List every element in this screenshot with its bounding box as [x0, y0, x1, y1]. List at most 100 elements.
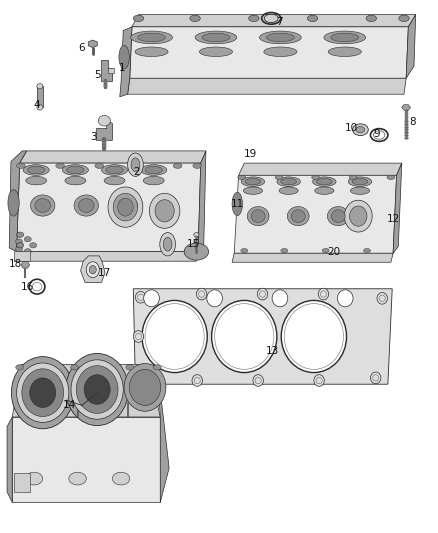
Polygon shape — [198, 151, 206, 252]
Ellipse shape — [30, 378, 56, 408]
Ellipse shape — [138, 33, 166, 42]
Ellipse shape — [328, 47, 361, 56]
Ellipse shape — [11, 357, 74, 429]
Polygon shape — [130, 27, 408, 78]
Ellipse shape — [113, 472, 130, 485]
Ellipse shape — [322, 248, 329, 253]
Ellipse shape — [108, 187, 143, 227]
Ellipse shape — [247, 207, 269, 225]
Ellipse shape — [17, 163, 25, 168]
Ellipse shape — [62, 165, 88, 175]
Ellipse shape — [315, 187, 334, 195]
Ellipse shape — [133, 330, 144, 342]
Ellipse shape — [35, 199, 50, 213]
Ellipse shape — [17, 363, 69, 422]
Ellipse shape — [356, 126, 365, 133]
Ellipse shape — [8, 190, 19, 216]
Ellipse shape — [149, 193, 180, 228]
Text: 14: 14 — [63, 400, 76, 410]
Ellipse shape — [37, 84, 43, 89]
Ellipse shape — [66, 353, 128, 425]
Ellipse shape — [277, 177, 300, 187]
Polygon shape — [14, 252, 198, 261]
Ellipse shape — [98, 115, 110, 126]
Polygon shape — [157, 365, 169, 503]
Ellipse shape — [24, 249, 31, 254]
Ellipse shape — [244, 187, 262, 195]
Ellipse shape — [349, 175, 357, 180]
Polygon shape — [37, 86, 43, 108]
Ellipse shape — [377, 293, 388, 304]
Text: 19: 19 — [244, 149, 257, 159]
Ellipse shape — [134, 163, 143, 168]
Ellipse shape — [71, 360, 123, 419]
Polygon shape — [120, 27, 132, 97]
Ellipse shape — [89, 265, 96, 274]
Polygon shape — [21, 262, 30, 268]
Ellipse shape — [314, 375, 324, 386]
Ellipse shape — [331, 33, 359, 42]
Ellipse shape — [352, 179, 368, 185]
Ellipse shape — [127, 153, 143, 176]
Ellipse shape — [327, 207, 349, 225]
Ellipse shape — [113, 193, 138, 221]
Text: 20: 20 — [327, 247, 340, 257]
Text: 8: 8 — [410, 117, 416, 127]
Text: 12: 12 — [387, 214, 400, 224]
Ellipse shape — [344, 200, 372, 232]
Ellipse shape — [241, 177, 265, 187]
Ellipse shape — [135, 369, 146, 381]
Ellipse shape — [348, 177, 372, 187]
Ellipse shape — [84, 375, 110, 405]
Ellipse shape — [337, 290, 353, 307]
Polygon shape — [402, 104, 410, 110]
Ellipse shape — [22, 369, 64, 417]
Ellipse shape — [69, 472, 86, 485]
Text: 13: 13 — [265, 346, 279, 357]
Ellipse shape — [76, 366, 118, 414]
Polygon shape — [101, 60, 113, 81]
Ellipse shape — [25, 472, 43, 485]
Ellipse shape — [15, 239, 22, 244]
Polygon shape — [108, 68, 114, 73]
Polygon shape — [232, 253, 393, 262]
Ellipse shape — [78, 199, 94, 213]
Ellipse shape — [318, 288, 328, 300]
Ellipse shape — [28, 166, 45, 174]
Ellipse shape — [24, 237, 31, 242]
Ellipse shape — [56, 163, 64, 168]
Ellipse shape — [253, 375, 263, 386]
Ellipse shape — [142, 301, 207, 373]
Polygon shape — [20, 151, 206, 163]
Ellipse shape — [67, 166, 84, 174]
Ellipse shape — [212, 301, 277, 373]
Ellipse shape — [37, 105, 43, 110]
Ellipse shape — [281, 301, 346, 373]
Ellipse shape — [17, 243, 24, 248]
Ellipse shape — [251, 210, 265, 222]
Ellipse shape — [364, 248, 371, 253]
Polygon shape — [81, 256, 105, 282]
Ellipse shape — [353, 124, 368, 135]
Ellipse shape — [350, 206, 367, 226]
Ellipse shape — [131, 31, 173, 44]
Ellipse shape — [74, 195, 99, 216]
Ellipse shape — [117, 195, 142, 216]
Text: 10: 10 — [345, 123, 358, 133]
Ellipse shape — [160, 232, 176, 256]
Ellipse shape — [399, 15, 409, 21]
Ellipse shape — [259, 31, 301, 44]
Ellipse shape — [307, 15, 318, 21]
Ellipse shape — [145, 166, 162, 174]
Text: 15: 15 — [187, 239, 200, 249]
Ellipse shape — [153, 365, 161, 370]
Ellipse shape — [129, 369, 161, 406]
Ellipse shape — [275, 175, 283, 180]
Ellipse shape — [190, 15, 200, 21]
Polygon shape — [406, 14, 416, 78]
Ellipse shape — [371, 372, 381, 384]
Ellipse shape — [30, 243, 37, 248]
Text: 17: 17 — [98, 268, 111, 278]
Ellipse shape — [119, 45, 129, 69]
Ellipse shape — [281, 179, 297, 185]
